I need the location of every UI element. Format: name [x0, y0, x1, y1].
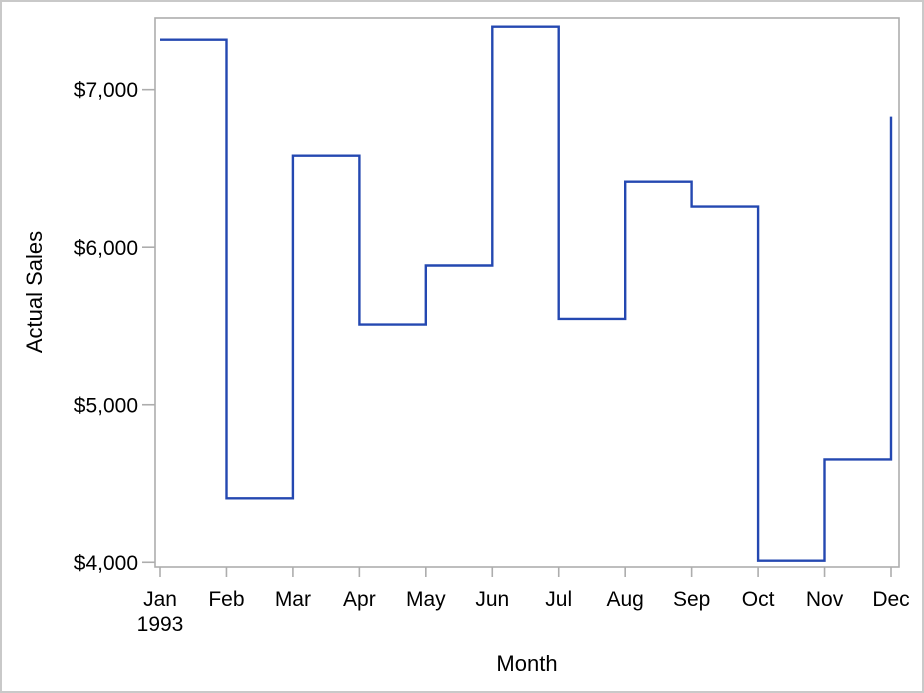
- x-tick-label: Nov: [806, 588, 844, 611]
- y-tick-label: $4,000: [74, 552, 138, 575]
- x-tick-label: Jan: [143, 588, 177, 611]
- y-axis-title: Actual Sales: [22, 230, 47, 354]
- x-tick-label: Mar: [275, 588, 311, 611]
- y-tick-label: $7,000: [74, 79, 138, 102]
- x-axis-title: Month: [496, 651, 558, 676]
- x-tick-label: Feb: [208, 588, 244, 611]
- y-tick-label: $5,000: [74, 394, 138, 417]
- x-tick-label: Apr: [343, 588, 376, 611]
- x-tick-label: May: [406, 588, 446, 611]
- x-tick-label: Sep: [673, 588, 710, 611]
- sales-step-line: [160, 25, 893, 562]
- x-tick-label: Aug: [606, 588, 643, 611]
- y-tick-label: $6,000: [74, 237, 138, 260]
- x-tick-label: Dec: [872, 588, 909, 611]
- x-tick-label: Jul: [545, 588, 572, 611]
- plot-frame: [154, 17, 900, 568]
- x-tick-year-label: 1993: [137, 613, 184, 636]
- x-tick-label: Oct: [742, 588, 775, 611]
- x-tick-label: Jun: [475, 588, 509, 611]
